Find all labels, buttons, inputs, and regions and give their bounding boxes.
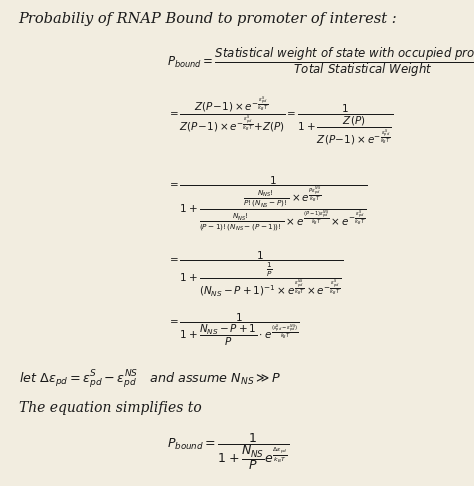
Text: $= \dfrac{1}{1+\dfrac{\frac{N_{NS}!}{P!(N_{NS}-P)!}\times e^{\frac{P\varepsilon^: $= \dfrac{1}{1+\dfrac{\frac{N_{NS}!}{P!(… <box>167 174 368 233</box>
Text: $P_{bound} = \dfrac{1}{1+\dfrac{N_{NS}}{P}e^{\frac{\Delta\varepsilon_{pd}}{k_BT}: $P_{bound} = \dfrac{1}{1+\dfrac{N_{NS}}{… <box>167 431 290 472</box>
Text: The equation simplifies to: The equation simplifies to <box>18 401 201 415</box>
Text: $P_{bound} = \dfrac{\mathit{Statistical\ weight\ of\ state\ with\ occupied\ prom: $P_{bound} = \dfrac{\mathit{Statistical\… <box>167 45 474 79</box>
Text: $\mathit{let}\ \Delta\varepsilon_{pd} = \varepsilon^{S}_{pd} - \varepsilon^{NS}_: $\mathit{let}\ \Delta\varepsilon_{pd} = … <box>18 369 281 391</box>
Text: $= \dfrac{1}{1+\dfrac{\frac{1}{P}}{(N_{NS}-P+1)^{-1}\times e^{\frac{\varepsilon^: $= \dfrac{1}{1+\dfrac{\frac{1}{P}}{(N_{N… <box>167 250 343 299</box>
Text: $= \dfrac{Z(P\!-\!1)\times e^{-\frac{\varepsilon^{S}_{pd}}{k_BT}}}{Z(P\!-\!1)\ti: $= \dfrac{Z(P\!-\!1)\times e^{-\frac{\va… <box>167 95 393 148</box>
Text: $= \dfrac{1}{1+\dfrac{N_{NS}-P+1}{P}\cdot e^{\frac{(\varepsilon^{S}_{pd}-\vareps: $= \dfrac{1}{1+\dfrac{N_{NS}-P+1}{P}\cdo… <box>167 312 300 348</box>
Text: Probabiliy of RNAP Bound to promoter of interest :: Probabiliy of RNAP Bound to promoter of … <box>18 12 397 26</box>
